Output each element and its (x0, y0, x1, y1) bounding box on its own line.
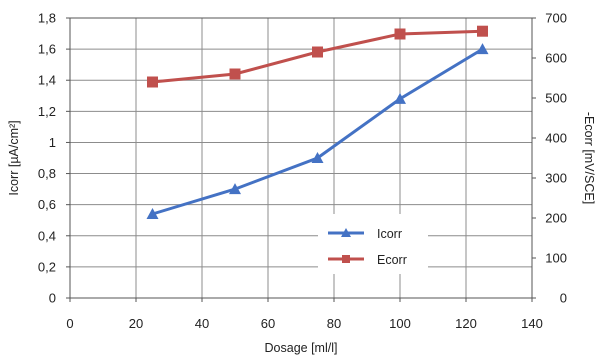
x-tick-label: 100 (389, 316, 411, 331)
data-point-icorr (476, 43, 489, 55)
data-point-ecorr (147, 76, 158, 88)
y-tick-label: 1 (49, 135, 56, 150)
x-tick-label: 20 (129, 316, 143, 331)
x-axis-ticks: 0 20 40 60 80 100 120 140 (66, 298, 543, 331)
y2-tick-label: 500 (545, 91, 567, 106)
y2-tick-label: 600 (545, 51, 567, 66)
y-axis-ticks: 0 0,2 0,4 0,6 0,8 1 1,2 1,4 1,6 1,8 (38, 11, 70, 306)
data-point-ecorr (394, 28, 406, 40)
y2-tick-label: 700 (545, 11, 567, 26)
legend-box (318, 214, 428, 274)
y-tick-label: 1,6 (38, 42, 56, 57)
legend-marker-ecorr (342, 255, 350, 263)
x-tick-label: 120 (455, 316, 477, 331)
data-point-icorr (394, 92, 406, 104)
plot-area-border (69, 17, 533, 299)
y-tick-label: 0,2 (38, 259, 56, 274)
y-tick-label: 0,8 (38, 166, 56, 181)
legend: Icorr Ecorr (318, 214, 428, 274)
x-tick-label: 140 (521, 316, 543, 331)
y-tick-label: 0 (49, 291, 56, 306)
y2-axis-ticks: 0 100 200 300 400 500 600 700 (532, 11, 567, 306)
y-tick-label: 1,8 (38, 11, 56, 26)
data-point-icorr (146, 208, 159, 219)
legend-marker-icorr (341, 228, 351, 237)
legend-label-icorr: Icorr (377, 227, 402, 241)
y2-tick-label: 300 (545, 171, 567, 186)
legend-label-ecorr: Ecorr (377, 253, 407, 267)
x-tick-label: 0 (66, 316, 73, 331)
x-axis-title: Dosage [ml/l] (265, 341, 338, 355)
x-tick-label: 40 (195, 316, 209, 331)
y2-tick-label: 0 (560, 291, 567, 306)
x-tick-label: 60 (261, 316, 275, 331)
x-tick-label: 80 (327, 316, 341, 331)
y2-tick-label: 200 (545, 211, 567, 226)
y-tick-label: 0,6 (38, 197, 56, 212)
data-point-ecorr (229, 68, 241, 80)
y-tick-label: 1,4 (38, 73, 56, 88)
y-tick-label: 1,2 (38, 104, 56, 119)
y-axis-title: Icorr [µA/cm²] (7, 120, 21, 195)
series-layer (146, 25, 489, 219)
data-point-ecorr (477, 25, 488, 37)
y2-tick-label: 100 (545, 251, 567, 266)
y-tick-label: 0,4 (38, 228, 56, 243)
y2-axis-title: -Ecorr [mV/SCE] (582, 112, 595, 204)
y2-tick-label: 400 (545, 131, 567, 146)
data-point-ecorr (312, 46, 323, 58)
data-point-icorr (311, 152, 324, 163)
data-point-icorr (229, 183, 241, 195)
